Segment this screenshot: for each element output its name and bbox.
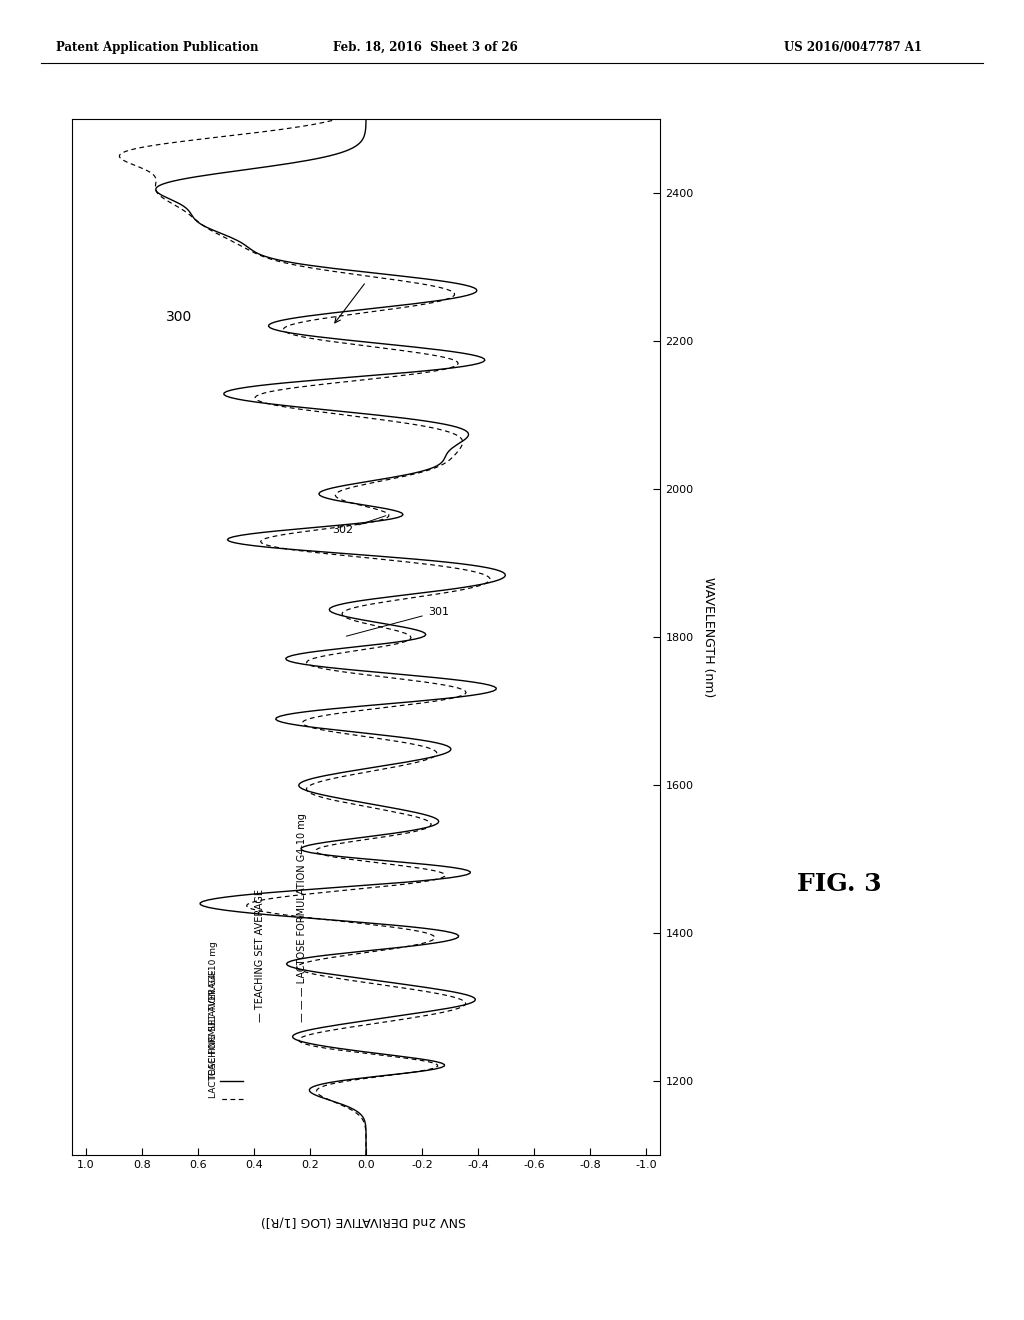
Text: 300: 300 — [166, 310, 193, 323]
Text: — — — LACTOSE FORMULATION G4-10 mg: — — — LACTOSE FORMULATION G4-10 mg — [297, 813, 306, 1022]
Text: 302: 302 — [333, 516, 386, 536]
Text: Feb. 18, 2016  Sheet 3 of 26: Feb. 18, 2016 Sheet 3 of 26 — [333, 41, 517, 54]
Text: — TEACHING SET AVERAGE: — TEACHING SET AVERAGE — [255, 888, 264, 1022]
Text: 301: 301 — [346, 607, 449, 636]
Text: US 2016/0047787 A1: US 2016/0047787 A1 — [783, 41, 922, 54]
Text: TEACHING SET AVERAGE: TEACHING SET AVERAGE — [209, 969, 218, 1080]
Text: LACTOSE FORMULATION G4-10 mg: LACTOSE FORMULATION G4-10 mg — [209, 941, 218, 1098]
Text: FIG. 3: FIG. 3 — [798, 873, 882, 896]
Text: Patent Application Publication: Patent Application Publication — [56, 41, 259, 54]
Y-axis label: WAVELENGTH (nm): WAVELENGTH (nm) — [701, 577, 715, 697]
Text: SNV 2nd DERIVATIVE (LOG [1/R]): SNV 2nd DERIVATIVE (LOG [1/R]) — [261, 1214, 466, 1228]
